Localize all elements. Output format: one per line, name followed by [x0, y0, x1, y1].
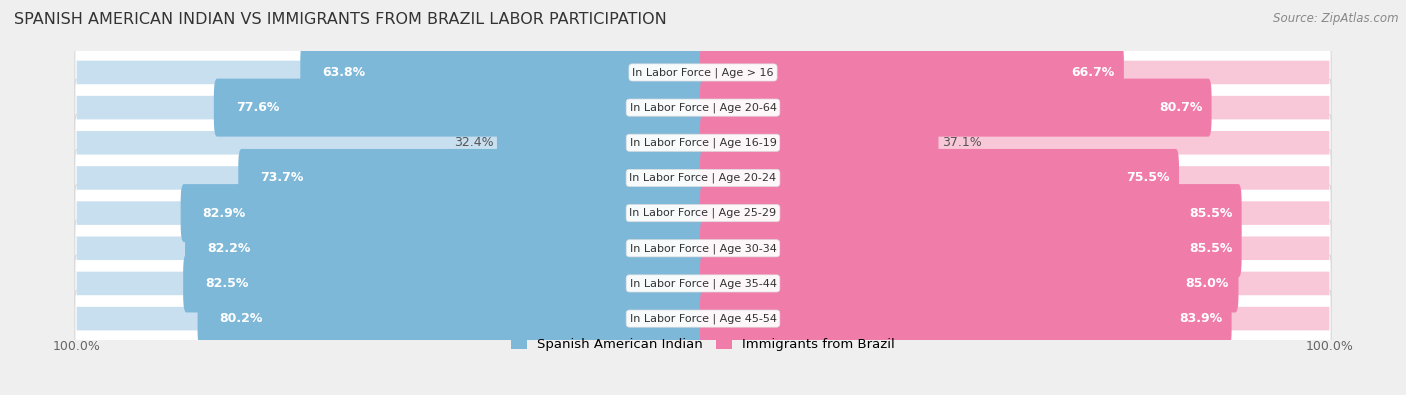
FancyBboxPatch shape: [77, 131, 703, 154]
Text: 82.9%: 82.9%: [202, 207, 246, 220]
Text: 32.4%: 32.4%: [454, 136, 494, 149]
FancyBboxPatch shape: [186, 219, 706, 277]
FancyBboxPatch shape: [198, 290, 706, 348]
Text: 85.5%: 85.5%: [1189, 207, 1232, 220]
FancyBboxPatch shape: [75, 185, 1331, 241]
FancyBboxPatch shape: [700, 114, 938, 172]
FancyBboxPatch shape: [77, 272, 703, 295]
Text: 66.7%: 66.7%: [1071, 66, 1115, 79]
FancyBboxPatch shape: [700, 184, 1241, 242]
FancyBboxPatch shape: [77, 166, 703, 190]
Text: In Labor Force | Age 30-34: In Labor Force | Age 30-34: [630, 243, 776, 254]
Text: In Labor Force | Age 20-64: In Labor Force | Age 20-64: [630, 102, 776, 113]
FancyBboxPatch shape: [496, 114, 706, 172]
FancyBboxPatch shape: [214, 79, 706, 137]
Text: In Labor Force | Age 45-54: In Labor Force | Age 45-54: [630, 313, 776, 324]
Text: In Labor Force | Age 16-19: In Labor Force | Age 16-19: [630, 137, 776, 148]
Text: 82.5%: 82.5%: [205, 277, 249, 290]
Text: 80.7%: 80.7%: [1159, 101, 1202, 114]
Text: 85.5%: 85.5%: [1189, 242, 1232, 255]
Text: 85.0%: 85.0%: [1185, 277, 1229, 290]
FancyBboxPatch shape: [700, 79, 1212, 137]
Text: 83.9%: 83.9%: [1180, 312, 1222, 325]
Text: 63.8%: 63.8%: [322, 66, 366, 79]
Text: Source: ZipAtlas.com: Source: ZipAtlas.com: [1274, 12, 1399, 25]
Text: SPANISH AMERICAN INDIAN VS IMMIGRANTS FROM BRAZIL LABOR PARTICIPATION: SPANISH AMERICAN INDIAN VS IMMIGRANTS FR…: [14, 12, 666, 27]
FancyBboxPatch shape: [703, 131, 1329, 154]
FancyBboxPatch shape: [77, 237, 703, 260]
Text: 75.5%: 75.5%: [1126, 171, 1170, 184]
FancyBboxPatch shape: [77, 201, 703, 225]
FancyBboxPatch shape: [703, 307, 1329, 330]
FancyBboxPatch shape: [703, 237, 1329, 260]
Text: In Labor Force | Age 25-29: In Labor Force | Age 25-29: [630, 208, 776, 218]
FancyBboxPatch shape: [700, 290, 1232, 348]
FancyBboxPatch shape: [301, 43, 706, 102]
FancyBboxPatch shape: [75, 79, 1331, 136]
FancyBboxPatch shape: [77, 307, 703, 330]
Text: 73.7%: 73.7%: [260, 171, 304, 184]
FancyBboxPatch shape: [703, 201, 1329, 225]
FancyBboxPatch shape: [75, 150, 1331, 206]
Text: In Labor Force | Age > 16: In Labor Force | Age > 16: [633, 67, 773, 78]
FancyBboxPatch shape: [183, 254, 706, 312]
FancyBboxPatch shape: [700, 149, 1180, 207]
Text: 80.2%: 80.2%: [219, 312, 263, 325]
Legend: Spanish American Indian, Immigrants from Brazil: Spanish American Indian, Immigrants from…: [506, 333, 900, 356]
FancyBboxPatch shape: [700, 43, 1123, 102]
FancyBboxPatch shape: [703, 166, 1329, 190]
FancyBboxPatch shape: [77, 61, 703, 84]
FancyBboxPatch shape: [238, 149, 706, 207]
FancyBboxPatch shape: [700, 254, 1239, 312]
FancyBboxPatch shape: [703, 61, 1329, 84]
Text: 82.2%: 82.2%: [207, 242, 250, 255]
Text: 37.1%: 37.1%: [942, 136, 981, 149]
Text: In Labor Force | Age 35-44: In Labor Force | Age 35-44: [630, 278, 776, 289]
FancyBboxPatch shape: [180, 184, 706, 242]
FancyBboxPatch shape: [75, 44, 1331, 101]
FancyBboxPatch shape: [703, 96, 1329, 119]
FancyBboxPatch shape: [703, 272, 1329, 295]
Text: In Labor Force | Age 20-24: In Labor Force | Age 20-24: [630, 173, 776, 183]
Text: 77.6%: 77.6%: [236, 101, 280, 114]
Text: 100.0%: 100.0%: [53, 340, 101, 353]
FancyBboxPatch shape: [75, 290, 1331, 347]
FancyBboxPatch shape: [700, 219, 1241, 277]
FancyBboxPatch shape: [75, 220, 1331, 276]
FancyBboxPatch shape: [77, 96, 703, 119]
FancyBboxPatch shape: [75, 255, 1331, 312]
FancyBboxPatch shape: [75, 115, 1331, 171]
Text: 100.0%: 100.0%: [1305, 340, 1353, 353]
